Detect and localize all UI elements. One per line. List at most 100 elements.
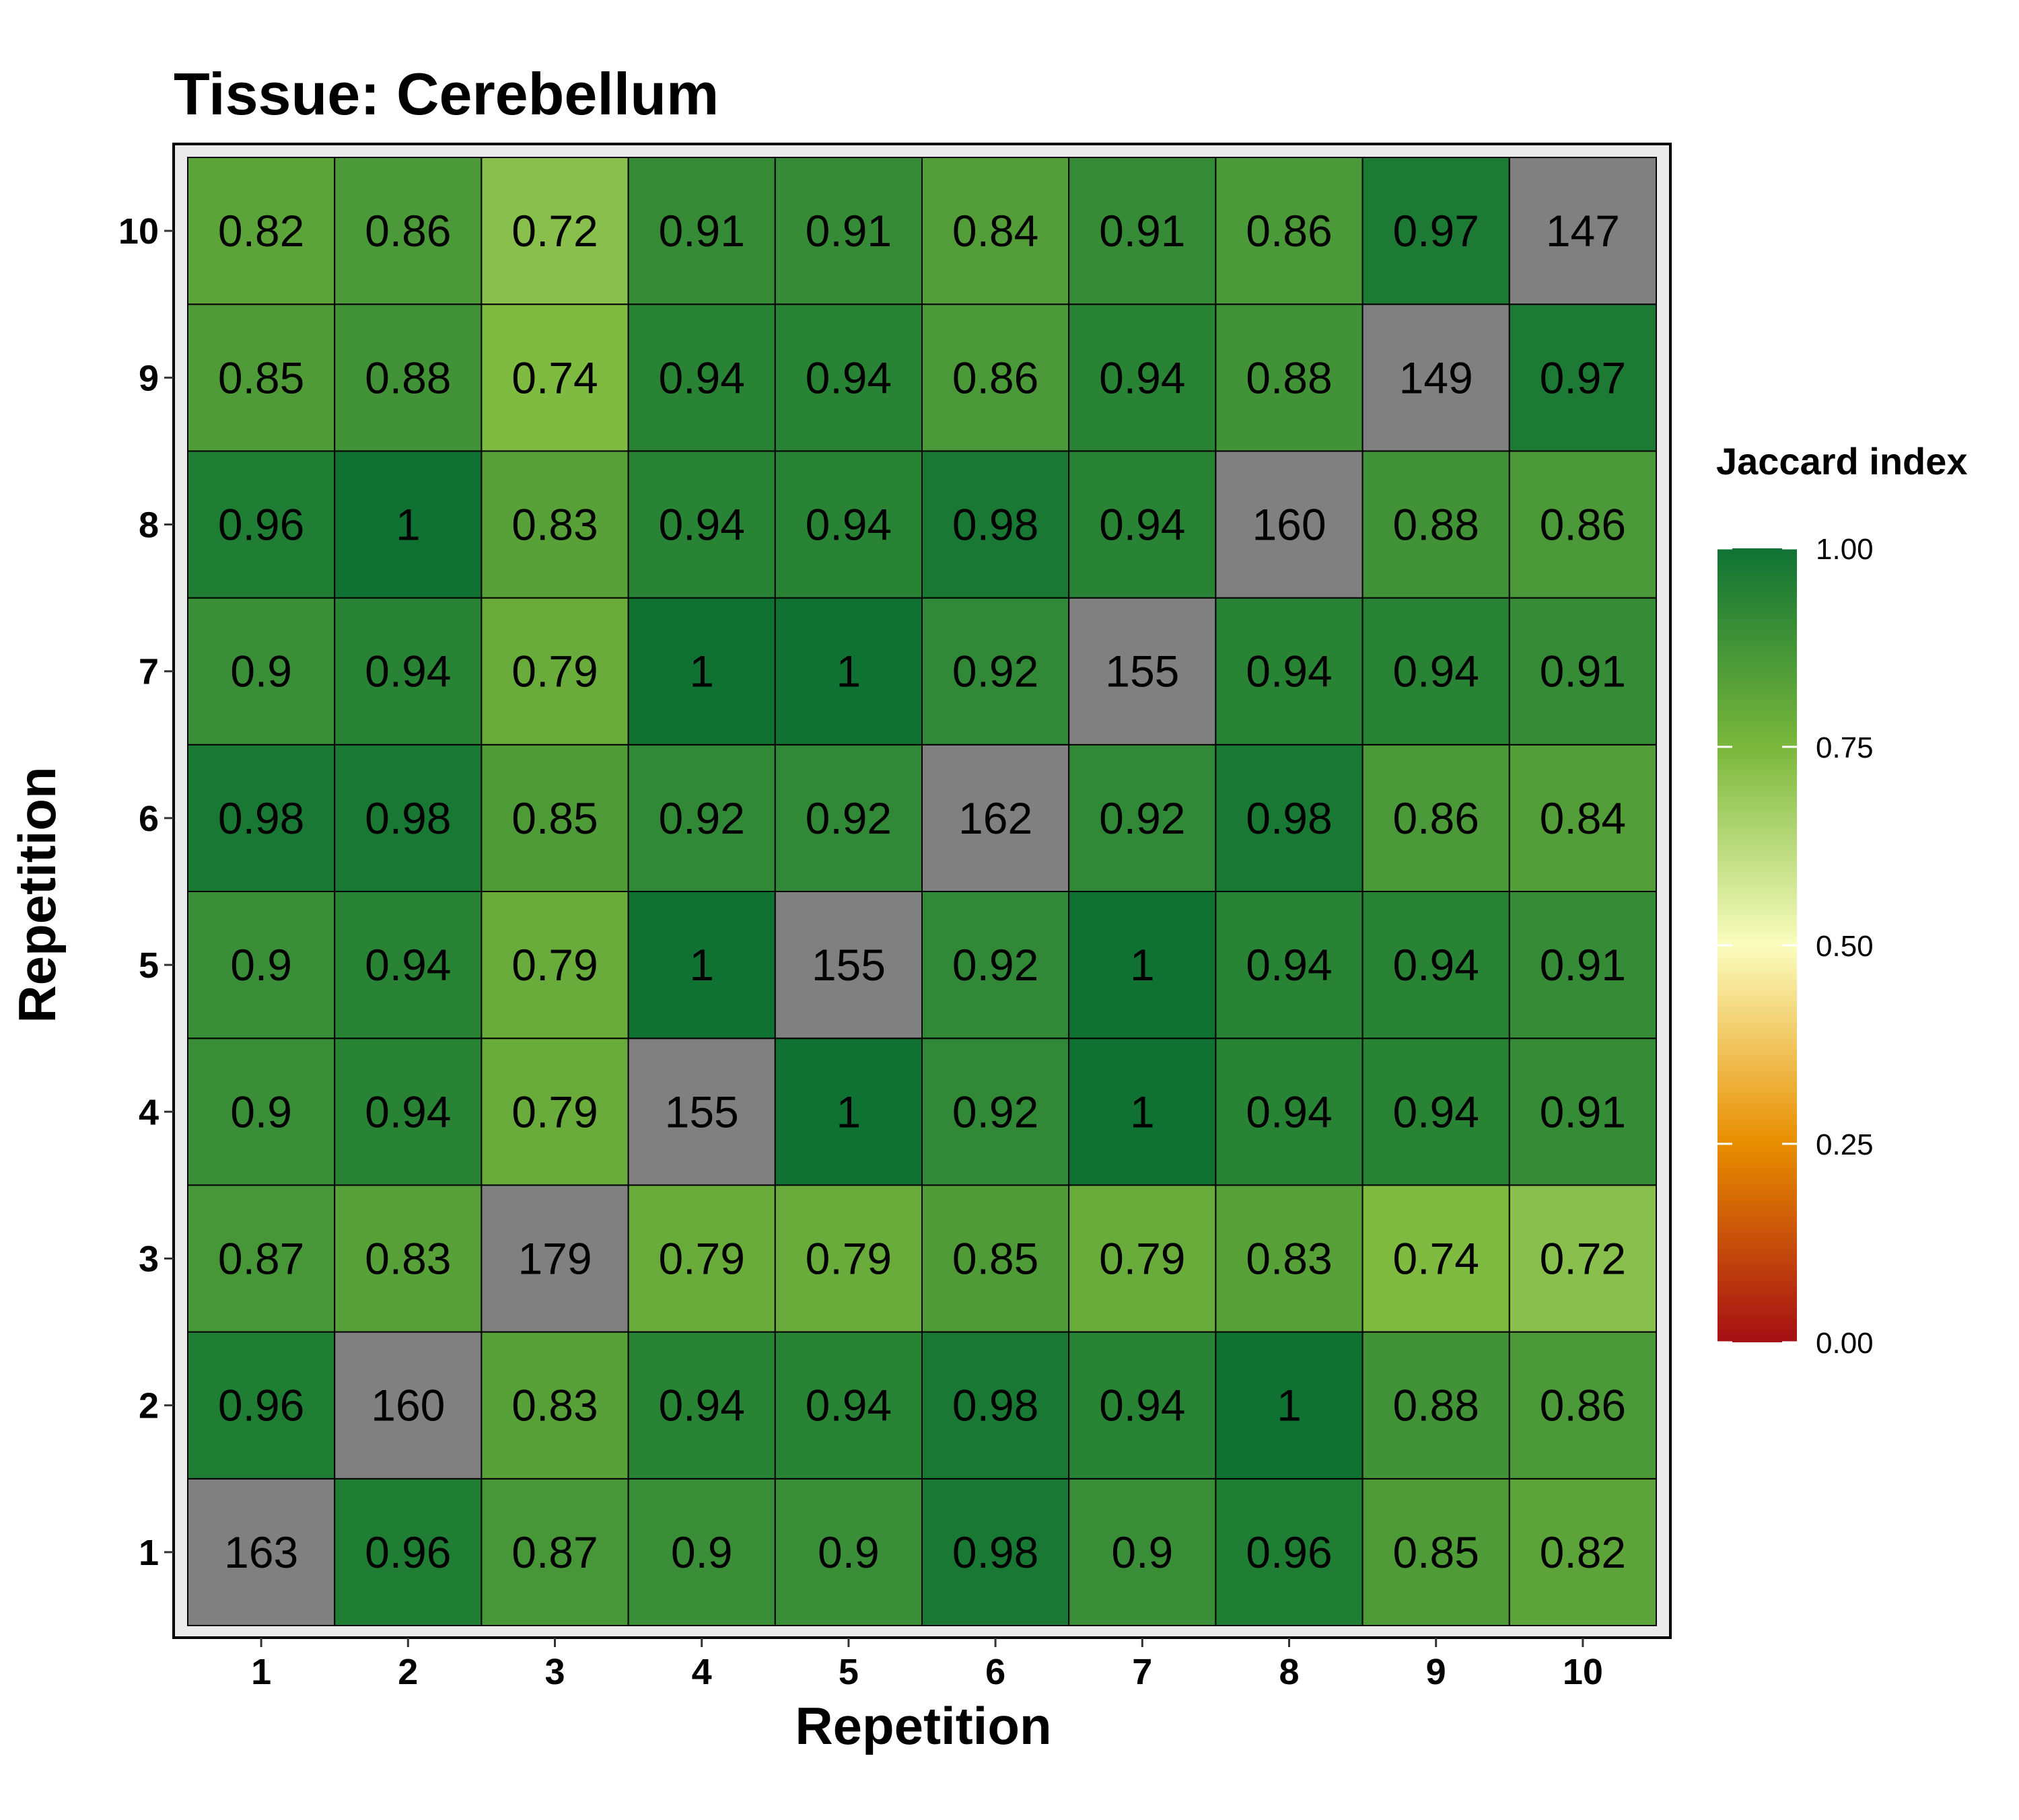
legend-tick-label: 0.00 <box>1816 1327 1874 1360</box>
cell-value-label: 0.85 <box>952 1234 1038 1284</box>
cell-value-label: 0.74 <box>511 353 598 402</box>
cell-value-label: 0.79 <box>511 940 598 990</box>
legend-tick-label: 0.50 <box>1816 930 1874 963</box>
cell-value-label: 0.94 <box>658 353 744 402</box>
cell-value-label: 0.79 <box>511 647 598 696</box>
heatmap-cell <box>187 597 336 745</box>
heatmap-cell <box>1068 1331 1217 1480</box>
cell-value-label: 0.94 <box>365 647 451 696</box>
heatmap-cell <box>921 743 1070 893</box>
heatmap-cell <box>1361 1038 1510 1186</box>
heatmap-cell <box>627 743 776 893</box>
y-tick-label: 10 <box>118 211 159 252</box>
cell-value-label: 0.96 <box>218 500 304 550</box>
cell-value-label: 0.9 <box>1111 1527 1173 1577</box>
cell-value-label: 1 <box>837 647 861 696</box>
heatmap-cell <box>1068 743 1217 893</box>
cell-value-label: 0.83 <box>511 500 598 550</box>
y-tick-label: 3 <box>139 1239 159 1280</box>
cell-value-label: 0.91 <box>1540 940 1626 990</box>
heatmap-cell <box>1361 157 1510 305</box>
heatmap-cell <box>1215 743 1363 893</box>
heatmap-cell <box>1508 743 1658 893</box>
heatmap-cell <box>921 1331 1070 1480</box>
cell-value-label: 0.9 <box>230 647 292 696</box>
heatmap-cell <box>1508 157 1658 305</box>
x-tick-label: 8 <box>1279 1652 1299 1692</box>
cell-value-label: 0.98 <box>218 793 304 843</box>
cell-value-label: 0.79 <box>1099 1234 1185 1284</box>
cell-value-label: 0.85 <box>1392 1527 1479 1577</box>
cell-value-label: 0.86 <box>1540 1381 1626 1430</box>
heatmap-cell <box>627 1184 776 1333</box>
heatmap-cell <box>1215 303 1363 452</box>
cell-value-label: 163 <box>224 1527 298 1577</box>
cell-value-label: 0.92 <box>952 940 1038 990</box>
heatmap-cell <box>1215 597 1363 745</box>
heatmap-cell <box>1508 1331 1658 1480</box>
cell-value-label: 0.87 <box>511 1527 598 1577</box>
heatmap-cell <box>627 1331 776 1480</box>
cell-value-label: 0.84 <box>952 206 1038 256</box>
cell-value-label: 0.94 <box>1099 353 1185 402</box>
cell-value-label: 160 <box>371 1381 445 1430</box>
x-axis-title: Repetition <box>795 1696 1051 1755</box>
cell-value-label: 0.98 <box>952 1527 1038 1577</box>
heatmap-cell <box>921 450 1070 599</box>
heatmap-cell <box>921 1184 1070 1333</box>
cell-value-label: 0.92 <box>806 793 892 843</box>
x-tick-label: 9 <box>1426 1652 1446 1692</box>
legend-ticks: 0.00 0.25 0.50 0.75 1.00 <box>1717 533 1874 1360</box>
cell-value-label: 0.96 <box>365 1527 451 1577</box>
heatmap-cell <box>1068 157 1217 305</box>
cell-value-label: 0.94 <box>365 940 451 990</box>
cell-value-label: 0.86 <box>1246 206 1332 256</box>
x-tick-label: 6 <box>985 1652 1005 1692</box>
heatmap-cell <box>187 891 336 1040</box>
cell-value-label: 0.86 <box>1540 500 1626 550</box>
cell-value-label: 0.94 <box>1392 940 1479 990</box>
heatmap-cell <box>921 1478 1070 1627</box>
legend-tick-label: 1.00 <box>1816 533 1874 566</box>
y-axis-ticks: 1 2 3 4 5 6 7 8 9 10 <box>118 211 174 1573</box>
cell-value-label: 0.94 <box>806 500 892 550</box>
heatmap-cell <box>187 1331 336 1480</box>
cell-value-label: 0.88 <box>1392 500 1479 550</box>
cell-value-label: 0.85 <box>511 793 598 843</box>
cell-value-label: 0.94 <box>1246 1087 1332 1136</box>
y-tick-label: 1 <box>139 1533 159 1573</box>
heatmap-cell <box>627 1038 776 1186</box>
heatmap-cell <box>481 157 629 305</box>
cell-value-label: 0.98 <box>952 1381 1038 1430</box>
heatmap-cell <box>921 891 1070 1040</box>
heatmap-cell <box>774 891 923 1040</box>
cell-value-label: 0.85 <box>218 353 304 402</box>
cell-value-label: 0.83 <box>511 1381 598 1430</box>
heatmap-cell <box>627 891 776 1040</box>
cell-value-label: 0.91 <box>1540 1087 1626 1136</box>
cell-value-label: 179 <box>518 1234 592 1284</box>
cell-value-label: 0.9 <box>230 940 292 990</box>
cell-value-label: 0.96 <box>1246 1527 1332 1577</box>
heatmap-cell <box>481 1038 629 1186</box>
heatmap-cell <box>1068 1478 1217 1627</box>
cell-value-label: 1 <box>837 1087 861 1136</box>
heatmap-cell <box>774 1038 923 1186</box>
heatmap-cell <box>334 1184 483 1333</box>
cell-value-label: 0.9 <box>230 1087 292 1136</box>
cell-value-label: 0.91 <box>1099 206 1185 256</box>
heatmap-cell <box>481 597 629 745</box>
legend-tick-label: 0.25 <box>1816 1128 1874 1161</box>
cell-value-label: 0.94 <box>806 1381 892 1430</box>
cell-value-label: 0.79 <box>658 1234 744 1284</box>
heatmap-cell <box>1215 450 1363 599</box>
y-tick-label: 2 <box>139 1386 159 1426</box>
cell-value-label: 0.98 <box>952 500 1038 550</box>
cell-value-label: 0.91 <box>806 206 892 256</box>
y-axis-title: Repetition <box>7 766 67 1023</box>
cell-value-label: 1 <box>396 500 421 550</box>
cell-value-label: 0.88 <box>1246 353 1332 402</box>
y-tick-label: 8 <box>139 505 159 546</box>
heatmap-cell <box>627 450 776 599</box>
